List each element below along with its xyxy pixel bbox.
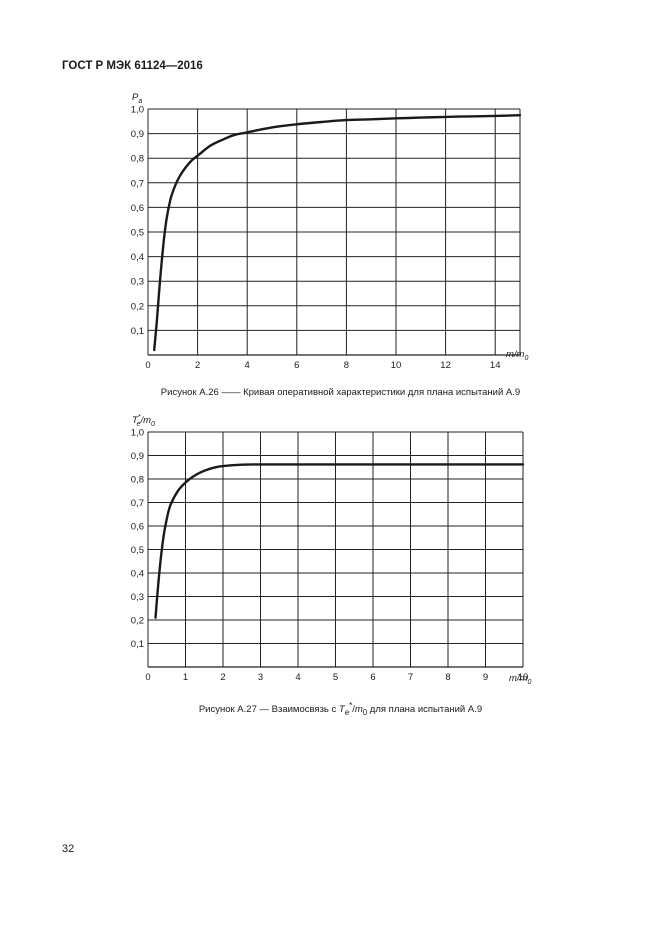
x-tick-label: 2 bbox=[195, 360, 200, 371]
x-tick-label: 8 bbox=[445, 672, 450, 683]
x-tick-label: 3 bbox=[258, 672, 263, 683]
x-tick-label: 12 bbox=[440, 360, 451, 371]
chart-test-time-relationship: 0,1 0,2 0,3 0,4 0,5 0,6 0,7 0,8 0,9 1,0 0 1 2 3 4 5 6 7 8 9… bbox=[0, 405, 661, 695]
x-tick-label: 8 bbox=[344, 360, 349, 371]
caption-suffix: для плана испытаний А.9 bbox=[367, 704, 483, 716]
series-line bbox=[153, 114, 522, 352]
x-tick-label: 7 bbox=[408, 672, 413, 683]
caption-m: m bbox=[354, 704, 363, 716]
x-tick-label: 14 bbox=[490, 360, 501, 371]
x-axis-label: m/m0 bbox=[506, 349, 528, 362]
x-tick-label: 6 bbox=[370, 672, 375, 683]
y-tick-label: 0,8 bbox=[131, 475, 144, 486]
y-tick-label: 0,9 bbox=[131, 129, 144, 140]
caption-var-sup: * bbox=[349, 701, 353, 710]
caption-prefix: Рисунок А.27 — Взаимосвязь с bbox=[198, 704, 339, 716]
figure-a27-caption: Рисунок А.27 — Взаимосвязь с Te*/m0 для … bbox=[0, 701, 661, 717]
y-tick-label: 0,2 bbox=[131, 301, 144, 312]
x-axis-label: m/m0 bbox=[509, 673, 531, 686]
chart-operating-characteristic: 0,1 0,2 0,3 0,4 0,5 0,6 0,7 0,8 0,9 1,0 0 2 4 6 8 10 12 1… bbox=[0, 85, 661, 385]
y-tick-label: 1,0 bbox=[131, 428, 144, 439]
figure-a26-caption: Рисунок А.26 —— Кривая оперативной харак… bbox=[160, 387, 521, 398]
x-tick-label: 4 bbox=[295, 672, 300, 683]
y-tick-label: 0,4 bbox=[131, 252, 144, 263]
y-tick-label: 0,2 bbox=[131, 616, 144, 627]
x-tick-label: 6 bbox=[294, 360, 299, 371]
chart-a26-svg: 0,1 0,2 0,3 0,4 0,5 0,6 0,7 0,8 0,9 1,0 0 2 4 6 8 10 12 1… bbox=[131, 92, 529, 371]
y-tick-label: 0,5 bbox=[131, 228, 144, 239]
chart-a27-svg: 0,1 0,2 0,3 0,4 0,5 0,6 0,7 0,8 0,9 1,0 0 1 2 3 4 5 6 7 8 9… bbox=[131, 414, 532, 686]
y-tick-label: 0,7 bbox=[131, 498, 144, 509]
x-tick-label: 10 bbox=[391, 360, 402, 371]
y-tick-label: 0,5 bbox=[131, 545, 144, 556]
x-tick-label: 5 bbox=[333, 672, 338, 683]
y-tick-label: 0,8 bbox=[131, 154, 144, 165]
y-tick-label: 0,3 bbox=[131, 277, 144, 288]
document-id: ГОСТ Р МЭК 61124—2016 bbox=[62, 60, 203, 72]
y-tick-label: 0,3 bbox=[131, 592, 144, 603]
y-tick-label: 0,1 bbox=[131, 639, 144, 650]
y-tick-label: 1,0 bbox=[131, 105, 144, 116]
y-tick-label: 0,6 bbox=[131, 522, 144, 533]
caption-var: T bbox=[338, 704, 345, 716]
x-tick-label: 0 bbox=[145, 672, 150, 683]
page-number: 32 bbox=[62, 843, 75, 855]
x-tick-label: 4 bbox=[245, 360, 250, 371]
x-tick-label: 9 bbox=[483, 672, 488, 683]
y-tick-label: 0,9 bbox=[131, 451, 144, 462]
y-tick-label: 0,1 bbox=[131, 326, 144, 337]
x-tick-label: 0 bbox=[145, 360, 150, 371]
y-tick-label: 0,7 bbox=[131, 178, 144, 189]
y-tick-label: 0,4 bbox=[131, 569, 144, 580]
y-tick-label: 0,6 bbox=[131, 203, 144, 214]
x-tick-label: 10 bbox=[518, 672, 529, 683]
caption-slash: / bbox=[352, 704, 355, 716]
y-axis-label: Pa bbox=[132, 92, 142, 105]
x-tick-label: 2 bbox=[220, 672, 225, 683]
x-tick-label: 1 bbox=[183, 672, 188, 683]
caption-m-sub: 0 bbox=[362, 708, 368, 718]
y-axis-label: T* e/m0 bbox=[132, 414, 155, 428]
series-line bbox=[154, 463, 525, 619]
caption-var-sub: e bbox=[344, 708, 350, 718]
